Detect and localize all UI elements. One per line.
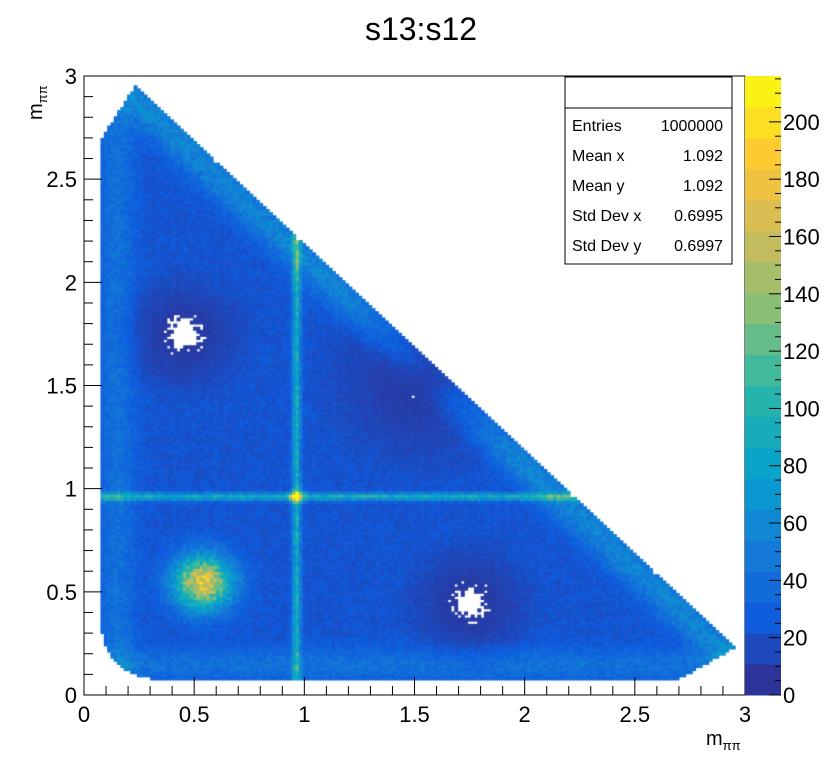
color-scale-segment [745, 602, 781, 634]
x-axis-label-sub: ππ [723, 738, 741, 753]
color-scale-segment [745, 261, 781, 294]
x-tick-label: 1.5 [399, 702, 430, 727]
z-tick-label: 140 [783, 282, 820, 307]
color-scale-segment [745, 106, 781, 139]
z-tick-label: 0 [783, 683, 795, 708]
stats-value: 1000000 [661, 118, 723, 135]
z-tick-label: 80 [783, 454, 807, 479]
stats-label: Std Dev y [572, 238, 641, 255]
z-tick-label: 200 [783, 110, 820, 135]
y-tick-label: 1.5 [46, 374, 77, 399]
z-tick-label: 60 [783, 511, 807, 536]
color-scale-segment [745, 540, 781, 572]
color-scale-segment [745, 385, 781, 417]
z-tick-label: 20 [783, 626, 807, 651]
y-tick-label: 2.5 [46, 167, 77, 192]
y-tick-label: 3 [65, 64, 77, 89]
z-tick-label: 100 [783, 396, 820, 421]
x-tick-label: 2 [519, 702, 531, 727]
y-tick-label: 2 [65, 270, 77, 295]
z-tick-label: 180 [783, 167, 820, 192]
color-scale-segment [745, 168, 781, 201]
stats-label: Mean x [572, 148, 624, 165]
color-scale-axis: 0 20 40 60 80 100 120 140 160 180 200 [769, 78, 820, 708]
stats-value: 1.092 [683, 178, 723, 195]
color-scale-segment [745, 447, 781, 479]
stats-value: 0.6995 [674, 208, 723, 225]
color-scale [745, 76, 781, 696]
y-tick-label: 0 [65, 683, 77, 708]
color-scale-segment [745, 664, 781, 696]
color-scale-segment [745, 199, 781, 232]
z-tick-label: 160 [783, 224, 820, 249]
y-axis-label-main: m [25, 103, 47, 120]
stats-label: Std Dev x [572, 208, 641, 225]
y-axis: 0 0.5 1 1.5 2 2.5 3 [46, 64, 102, 708]
x-tick-label: 0 [78, 702, 90, 727]
color-scale-segment [745, 76, 781, 108]
x-axis-label: mππ [706, 728, 741, 753]
color-scale-segment [745, 571, 781, 603]
x-tick-label: 0.5 [179, 702, 210, 727]
x-axis: 0 0.5 1 1.5 2 2.5 3 [78, 677, 751, 727]
z-tick-label: 40 [783, 568, 807, 593]
stats-value: 0.6997 [674, 238, 723, 255]
stats-label: Entries [572, 118, 622, 135]
y-tick-label: 0.5 [46, 580, 77, 605]
stats-label: Mean y [572, 178, 624, 195]
y-axis-label-sub: ππ [35, 85, 50, 103]
color-scale-segment [745, 633, 781, 665]
x-tick-label: 1 [298, 702, 310, 727]
color-scale-segment [745, 509, 781, 541]
stats-box-frame [564, 76, 733, 265]
x-tick-label: 3 [739, 702, 751, 727]
color-scale-segment [745, 354, 781, 386]
y-tick-label: 1 [65, 477, 77, 502]
color-scale-segment [745, 416, 781, 448]
z-tick-label: 120 [783, 339, 820, 364]
color-scale-segment [745, 323, 781, 356]
color-scale-segment [745, 230, 781, 263]
chart-title: s13:s12 [365, 11, 477, 47]
stats-value: 1.092 [683, 148, 723, 165]
color-scale-segment [745, 137, 781, 170]
stats-box: Entries 1000000 Mean x 1.092 Mean y 1.092 Std … [564, 76, 733, 265]
y-axis-label: mππ [25, 85, 50, 120]
x-axis-label-main: m [706, 728, 723, 750]
x-tick-label: 2.5 [620, 702, 651, 727]
